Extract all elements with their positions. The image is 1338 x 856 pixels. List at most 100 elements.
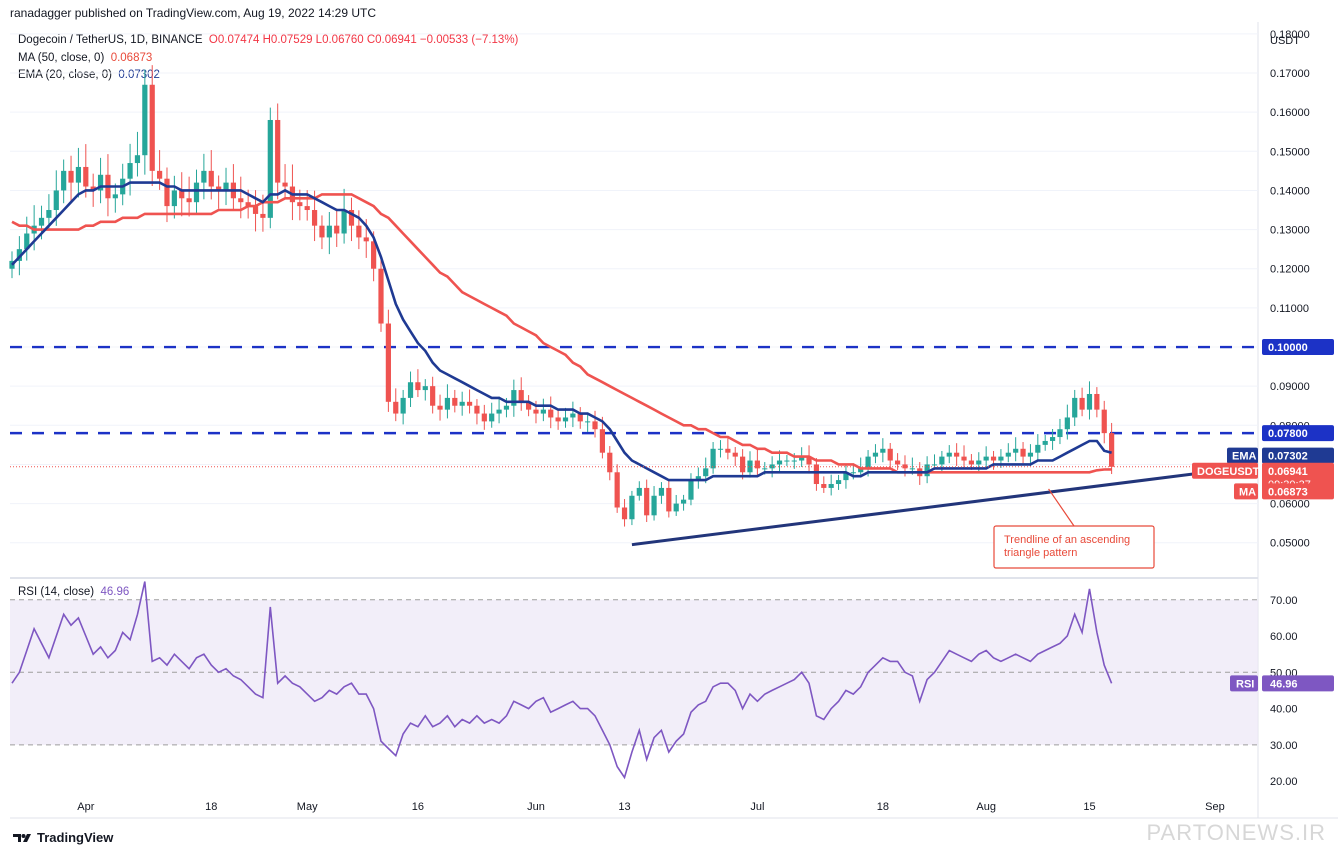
rsi-legend[interactable]: RSI (14, close) 46.96	[18, 586, 129, 598]
price-tick-label: 0.11000	[1270, 303, 1309, 315]
candle-body	[946, 452, 952, 457]
candle	[1057, 418, 1063, 445]
candle	[1101, 400, 1107, 444]
candle-body	[865, 456, 871, 469]
candle-body	[740, 456, 746, 473]
candle-body	[585, 421, 591, 423]
candle-body	[540, 409, 546, 414]
candle-body	[1101, 409, 1107, 434]
candle	[621, 499, 628, 527]
candle-body	[821, 484, 827, 488]
candle	[474, 399, 480, 425]
candle	[518, 377, 524, 411]
price-tick-label: 0.06000	[1270, 499, 1310, 511]
ma-value: 0.06873	[110, 52, 153, 64]
price-tick-label: 0.17000	[1270, 68, 1310, 80]
candle	[348, 197, 355, 242]
candle-body	[562, 417, 569, 422]
candle	[171, 175, 177, 219]
candle-body	[570, 413, 576, 418]
candle-body	[1027, 452, 1034, 457]
candle	[887, 442, 893, 468]
symbol-legend[interactable]: Dogecoin / TetherUS, 1D, BINANCE O0.0747…	[18, 34, 518, 46]
candle-body	[407, 382, 414, 398]
candle-body	[415, 382, 421, 391]
candle-body	[872, 452, 879, 457]
candle-body	[607, 452, 613, 473]
candle	[97, 157, 104, 204]
candle-body	[725, 448, 731, 453]
candle	[872, 444, 879, 464]
rsi-label: RSI (14, close)	[18, 586, 95, 598]
price-tick-label: 0.16000	[1270, 107, 1310, 119]
candle	[415, 369, 421, 398]
annotation-pointer	[1048, 488, 1075, 527]
candle-body	[592, 421, 598, 430]
axis-tag-name-bg	[1234, 483, 1258, 500]
candle	[599, 416, 605, 459]
candle-body	[341, 210, 347, 234]
candle	[688, 473, 694, 506]
candlestick-series[interactable]	[9, 65, 1115, 527]
horizontal-levels[interactable]	[10, 345, 1258, 435]
candle-body	[887, 448, 893, 461]
candle-body	[961, 456, 967, 461]
candle	[821, 476, 827, 493]
ema-legend[interactable]: EMA (20, close, 0) 0.07302	[18, 69, 160, 81]
candle-body	[186, 198, 192, 203]
symbol-name: Dogecoin / TetherUS, 1D, BINANCE	[18, 34, 203, 46]
candle-body	[636, 487, 642, 496]
candle-body	[319, 225, 325, 238]
tradingview-logo-icon	[13, 833, 31, 842]
candle-body	[644, 487, 650, 516]
ema-value: 0.07302	[118, 69, 160, 81]
site-watermark: PARTONEWS.IR	[1146, 820, 1326, 845]
candle	[127, 143, 133, 196]
axis-tag-value: 0.07800	[1268, 428, 1308, 440]
candle	[481, 404, 487, 430]
candle	[717, 440, 724, 458]
candle-body	[621, 507, 628, 520]
axis-tag-value: 0.06941	[1268, 466, 1308, 478]
candle-body	[1013, 448, 1019, 453]
candle-body	[311, 210, 318, 226]
candle	[1094, 387, 1100, 418]
candle-body	[968, 460, 974, 465]
candle	[725, 438, 731, 460]
candle	[496, 396, 502, 424]
candle-body	[142, 84, 148, 156]
candle-body	[208, 170, 214, 187]
candle-body	[267, 119, 273, 218]
candle	[466, 389, 473, 414]
candle-body	[954, 452, 960, 457]
candle-body	[850, 472, 856, 474]
candle	[614, 464, 620, 513]
candle	[548, 396, 554, 429]
candle-body	[1086, 393, 1093, 410]
candle	[341, 188, 347, 244]
candle-body	[629, 495, 635, 520]
candle-body	[526, 401, 532, 410]
tradingview-logo[interactable]: TradingView	[12, 830, 113, 845]
candle-body	[983, 456, 989, 461]
candle-body	[1042, 440, 1048, 445]
candle-body	[806, 456, 812, 465]
candle	[924, 456, 930, 484]
candle-body	[275, 119, 281, 183]
axis-tag-bg	[1262, 425, 1334, 442]
time-tick-label: Jun	[527, 801, 545, 813]
rsi-tag-name-bg	[1230, 675, 1258, 692]
rsi-tick-label: 40.00	[1270, 704, 1298, 716]
ma-legend[interactable]: MA (50, close, 0) 0.06873	[18, 52, 152, 64]
axis-tag-ma: 0.06873 MA	[1234, 483, 1334, 500]
axis-tag-name: MA	[1239, 486, 1256, 498]
ascending-trendline[interactable]	[631, 468, 1223, 547]
candle	[319, 215, 325, 250]
rsi-tick-label: 70.00	[1270, 595, 1298, 607]
time-tick-label: 15	[1083, 801, 1095, 813]
time-axis[interactable]: Apr 18 May 16 Jun 13 Jul 18 Aug 15 Sep	[77, 801, 1224, 813]
candle	[754, 449, 760, 477]
